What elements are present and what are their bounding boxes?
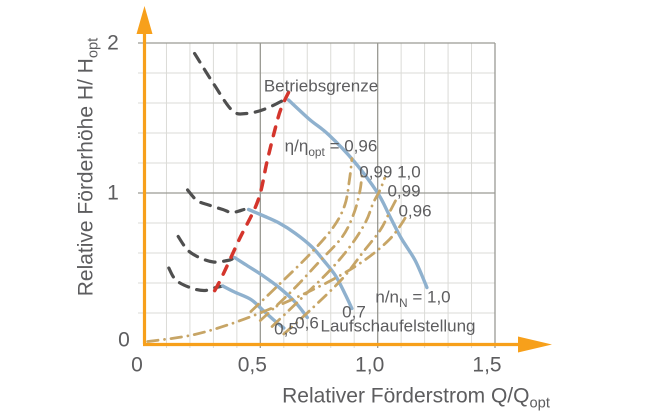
eta-096-label: 0,96 <box>398 201 432 221</box>
x-axis-title: Relativer Förderstrom Q/Qopt <box>282 384 550 412</box>
eta-099-10-label: 0,99 1,0 <box>359 162 421 182</box>
y-tick-label-1: 1 <box>107 181 119 205</box>
blade-07-label: 0,7 <box>342 302 366 322</box>
y-axis-arrowhead <box>136 6 153 34</box>
speed-ratio-label: n/nN = 1,0 <box>375 287 451 310</box>
betriebsgrenze-label: Betriebsgrenze <box>263 76 379 96</box>
unstable-branch-06 <box>176 234 234 264</box>
betriebsgrenze-line <box>209 90 291 299</box>
unstable-branch-n10 <box>193 51 286 116</box>
y-axis-title: Relative Förderhöhe H/ Hopt <box>74 38 102 297</box>
y-tick-label-2: 2 <box>107 31 119 55</box>
eta-ratio-label: η/ηopt = 0,96 <box>284 136 378 159</box>
x-tick-label-1,5: 1,5 <box>472 353 502 377</box>
x-tick-label-1,0: 1,0 <box>355 353 385 377</box>
x-axis-title-subscript: opt <box>529 395 550 412</box>
x-tick-label-0: 0 <box>131 353 143 377</box>
y-axis-title-subscript: opt <box>85 37 102 59</box>
blade-05-label: 0,5 <box>274 319 298 339</box>
pump-curve-07 <box>246 207 354 311</box>
efficiency-096-lower <box>146 211 410 343</box>
y-axis-title-text: Relative Förderhöhe H/ H <box>74 58 98 297</box>
laufschaufelstellung-label: Laufschaufelstellung <box>320 316 476 336</box>
x-axis-title-text: Relativer Förderstrom Q/Q <box>282 384 530 408</box>
efficiency-099-upper <box>258 169 364 322</box>
x-axis-arrowhead <box>518 336 552 353</box>
efficiency-100 <box>270 176 387 328</box>
y-tick-label-0: 0 <box>118 328 130 352</box>
efficiency-096-upper <box>249 157 354 313</box>
x-tick-label-0,5: 0,5 <box>237 353 267 377</box>
blade-06-label: 0,6 <box>295 313 319 333</box>
eta-099-label: 0,99 <box>387 181 421 201</box>
